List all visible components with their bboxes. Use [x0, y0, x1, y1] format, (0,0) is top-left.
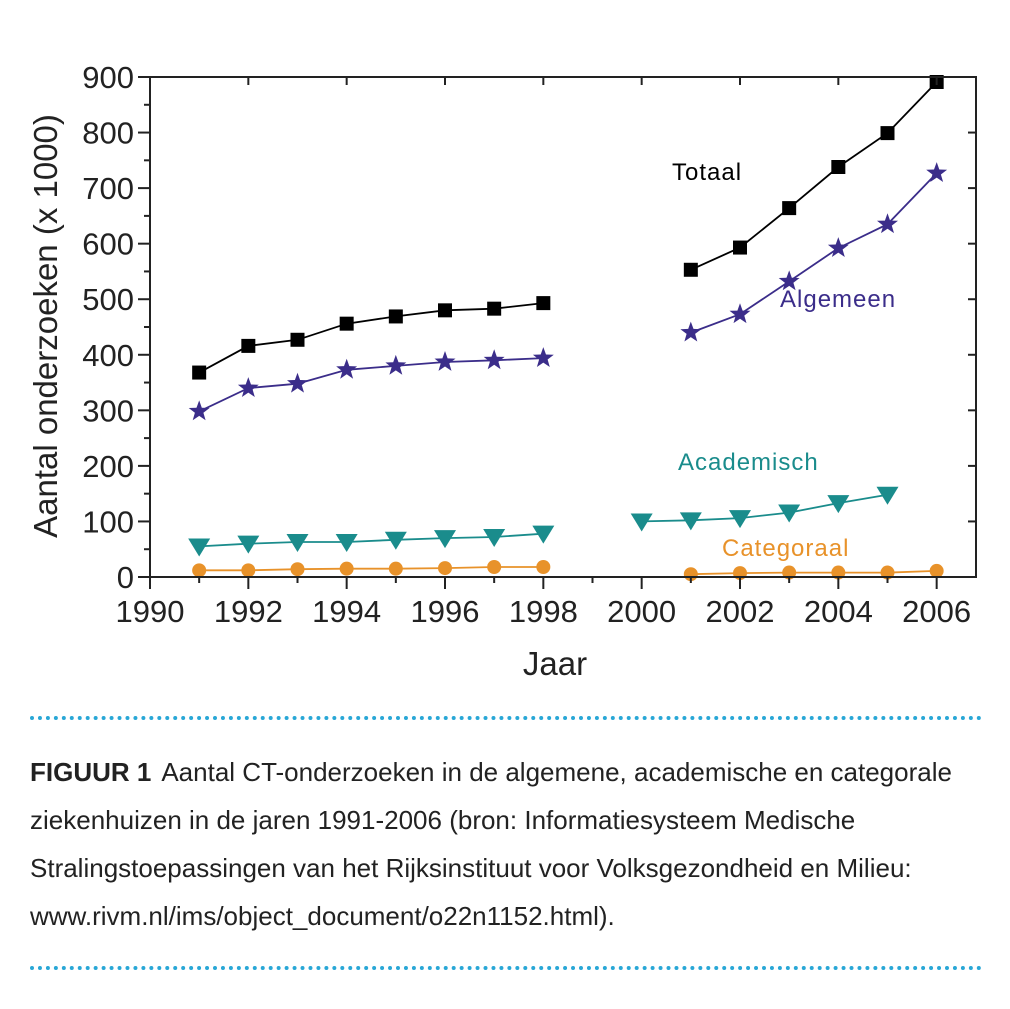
- series-line-categoraal-1: [199, 566, 544, 572]
- data-point-algemeen: [729, 303, 751, 324]
- data-point-algemeen: [483, 349, 505, 370]
- data-point-algemeen: [385, 354, 407, 375]
- series-line-academisch-1: [199, 532, 544, 548]
- data-point-academisch: [335, 534, 358, 552]
- axes: 0 100 200 300 400 500 600 700 800 900 1990 1992 1994…: [82, 60, 977, 629]
- data-point-algemeen: [877, 213, 898, 234]
- data-point-categoraal: [929, 563, 944, 578]
- data-point-academisch: [827, 495, 850, 514]
- data-point-algemeen: [926, 162, 948, 182]
- data-point-algemeen: [237, 377, 259, 397]
- data-point-categoraal: [388, 561, 403, 576]
- x-tick-label: 1996: [411, 594, 480, 629]
- data-point-academisch: [778, 504, 801, 523]
- x-tick-label: 2006: [902, 594, 971, 629]
- data-point-academisch: [729, 510, 751, 529]
- y-tick-label: 600: [82, 227, 134, 262]
- series-label-academisch: Academisch: [678, 449, 819, 476]
- series-line-algemeen-1: [198, 357, 544, 413]
- data-point-categoraal: [536, 560, 551, 574]
- series-line-academisch-2: [641, 493, 888, 523]
- data-point-algemeen: [336, 358, 358, 379]
- figure-label: FIGUUR 1: [30, 757, 152, 787]
- data-point-totaal: [782, 201, 797, 216]
- series-line-totaal-1: [198, 302, 544, 374]
- data-point-totaal: [831, 160, 846, 174]
- x-tick-label: 2004: [804, 594, 873, 629]
- y-tick-label: 100: [82, 504, 134, 539]
- y-tick-label: 900: [82, 60, 134, 95]
- plot-area: [188, 75, 948, 582]
- y-tick-label: 300: [82, 393, 134, 428]
- line-chart: 0 100 200 300 400 500 600 700 800 900 1990 1992 1994…: [27, 60, 977, 682]
- data-point-categoraal: [192, 563, 207, 578]
- data-point-totaal: [683, 262, 698, 277]
- data-point-totaal: [733, 240, 747, 255]
- data-point-academisch: [876, 486, 899, 505]
- data-point-algemeen: [188, 400, 210, 421]
- data-point-algemeen: [680, 321, 702, 342]
- data-point-algemeen: [434, 351, 456, 371]
- data-point-categoraal: [241, 563, 256, 578]
- data-point-totaal: [487, 301, 502, 316]
- data-point-algemeen: [532, 347, 554, 367]
- series-line-totaal-2: [690, 81, 938, 271]
- x-tick-label: 1992: [214, 594, 283, 629]
- divider-bottom: [30, 966, 982, 970]
- figure-caption-text: Aantal CT-onderzoeken in de algemene, ac…: [30, 757, 952, 931]
- data-point-totaal: [339, 316, 354, 331]
- series-label-algemeen: Algemeen: [780, 286, 896, 313]
- data-point-academisch: [679, 512, 702, 531]
- data-point-categoraal: [438, 561, 452, 576]
- figure-caption: FIGUUR 1 Aantal CT-onderzoeken in de alge…: [30, 748, 982, 940]
- data-point-totaal: [192, 365, 207, 380]
- x-tick-label: 1994: [312, 594, 381, 629]
- x-axis-title: Jaar: [523, 645, 587, 682]
- series-label-totaal: Totaal: [672, 159, 742, 186]
- x-tick-label: 2000: [607, 594, 676, 629]
- y-axis-title: Aantal onderzoeken (x 1000): [27, 114, 64, 538]
- data-point-categoraal: [487, 560, 502, 574]
- data-point-academisch: [384, 531, 407, 550]
- series-line-categoraal-2: [690, 570, 937, 576]
- data-point-academisch: [286, 534, 309, 552]
- x-tick-label: 1990: [116, 594, 185, 629]
- plot-frame: [149, 76, 977, 578]
- data-point-academisch: [434, 530, 456, 549]
- y-tick-label: 0: [117, 560, 134, 595]
- data-point-totaal: [880, 126, 895, 141]
- y-tick-label: 400: [82, 338, 134, 373]
- series-label-categoraal: Categoraal: [722, 535, 849, 562]
- series-line-algemeen-2: [690, 172, 938, 334]
- data-point-totaal: [536, 296, 551, 311]
- data-point-totaal: [438, 303, 452, 318]
- data-point-categoraal: [339, 561, 354, 576]
- data-point-categoraal: [290, 562, 305, 577]
- divider-top: [30, 716, 982, 720]
- y-tick-label: 200: [82, 449, 134, 484]
- x-tick-label: 2002: [706, 594, 775, 629]
- data-point-academisch: [630, 513, 653, 532]
- data-point-academisch: [483, 529, 506, 547]
- x-tick-label: 1998: [509, 594, 578, 629]
- y-tick-label: 500: [82, 282, 134, 317]
- data-point-totaal: [388, 309, 403, 324]
- data-point-algemeen: [827, 237, 849, 257]
- data-point-totaal: [290, 332, 305, 347]
- y-tick-label: 800: [82, 116, 134, 151]
- data-point-academisch: [532, 525, 555, 544]
- data-point-academisch: [188, 538, 211, 557]
- y-tick-label: 700: [82, 171, 134, 206]
- data-point-algemeen: [287, 372, 308, 393]
- data-point-academisch: [237, 535, 260, 554]
- data-point-totaal: [241, 338, 256, 353]
- data-point-algemeen: [778, 270, 800, 291]
